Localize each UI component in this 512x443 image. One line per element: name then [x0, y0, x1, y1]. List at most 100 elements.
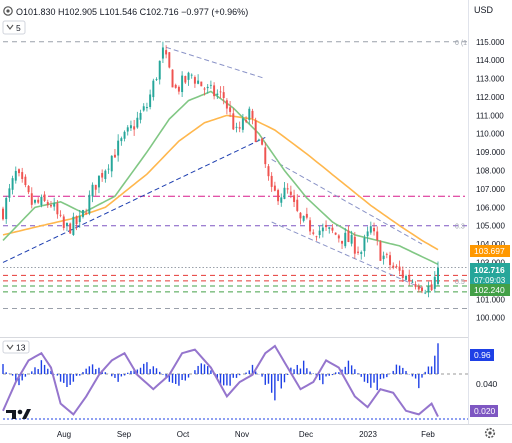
candle-6: [21, 167, 24, 183]
candle-body: [235, 126, 238, 128]
tv-logo-icon: [6, 410, 16, 419]
candle-64: [206, 84, 209, 94]
candle-136: [437, 261, 439, 286]
candle-24: [78, 209, 81, 228]
lower-hist-bar-0: [2, 364, 4, 374]
lower-hist-bar-15: [50, 370, 52, 374]
time-tick-label: Aug: [57, 430, 71, 439]
candle-body: [168, 52, 171, 68]
lower-hist-bar-9: [31, 371, 33, 374]
candle-46: [149, 89, 152, 110]
candle-body: [347, 230, 350, 243]
lower-hist-bar-107: [344, 366, 346, 374]
candle-body: [277, 190, 280, 202]
candle-body: [305, 213, 308, 218]
candle-133: [427, 281, 430, 298]
candle-body: [40, 196, 43, 206]
symbol-legend[interactable]: O101.830 H102.905 L101.546 C102.716 −0.9…: [3, 6, 248, 17]
candle-body: [357, 251, 360, 253]
lower-hist-bar-49: [159, 371, 161, 374]
candle-body: [405, 276, 407, 280]
settings-button[interactable]: [484, 427, 496, 439]
ma-slow-line: [2, 114, 439, 251]
lower-hist-bar-132: [424, 371, 426, 374]
lower-hist-bar-20: [66, 374, 68, 387]
candle-body: [337, 235, 340, 239]
lower-hist-bar-118: [379, 374, 382, 380]
lower-hist-bar-122: [392, 370, 394, 374]
candle-body: [65, 223, 68, 226]
price-tick-label: 110.000: [476, 130, 505, 139]
candle-body: [53, 203, 56, 207]
lower-hist-bar-52: [168, 374, 171, 382]
lower-hist-bar-87: [280, 374, 282, 389]
candle-body: [315, 236, 318, 238]
candle-body: [273, 185, 276, 191]
candle-body: [232, 113, 235, 130]
lower-indicator-count: 13: [16, 343, 26, 353]
candle-body: [75, 216, 78, 225]
ma-slow-tag: 103.697: [470, 245, 510, 257]
candle-97: [312, 229, 315, 236]
lower-hist-bar-46: [149, 369, 151, 374]
lower-hist-bar-35: [114, 374, 116, 378]
candle-body: [113, 154, 116, 158]
candle-body: [149, 94, 152, 108]
indicators-toggle[interactable]: 5: [2, 20, 26, 35]
candle-96: [309, 217, 312, 236]
lower-hist-bar-57: [184, 374, 187, 381]
moving-averages: [2, 90, 439, 266]
lower-hist-bar-90: [290, 367, 292, 374]
lower-hist-bar-58: [187, 374, 190, 378]
candle-128: [411, 279, 414, 283]
candle-body: [341, 240, 344, 244]
candle-body: [8, 188, 11, 198]
lower-hist-bar-48: [155, 368, 158, 374]
gear-icon[interactable]: [484, 427, 496, 439]
lower-indicators-box[interactable]: [2, 340, 30, 354]
candle-71: [229, 101, 232, 117]
lower-indicators-toggle[interactable]: 13: [2, 340, 30, 354]
lower-blue-value: 0.96: [474, 350, 491, 360]
candle-body: [353, 236, 356, 254]
candle-14: [46, 199, 49, 208]
time-tick-label: Sep: [117, 430, 132, 439]
candle-body: [200, 81, 203, 87]
candle-104: [334, 232, 337, 236]
candle-106: [341, 240, 344, 250]
candle-body: [241, 118, 244, 130]
lower-hist-bar-61: [197, 365, 199, 374]
lower-hist-bar-94: [302, 360, 305, 374]
candle-body: [321, 227, 324, 232]
candle-27: [88, 190, 91, 216]
lower-hist-bar-68: [219, 374, 222, 385]
candle-body: [59, 214, 62, 216]
lower-hist-bar-28: [91, 364, 94, 374]
candle-body: [46, 202, 49, 206]
candle-68: [219, 86, 222, 99]
candle-body: [318, 230, 321, 236]
candle-51: [165, 45, 168, 59]
price-tick-label: 105.000: [476, 222, 505, 231]
candle-body: [203, 88, 206, 90]
candle-124: [398, 260, 401, 275]
candle-67: [216, 89, 219, 100]
candle-body: [181, 75, 184, 93]
candle-body: [139, 112, 142, 120]
candle-body: [267, 166, 270, 177]
chevron-down-icon[interactable]: [6, 344, 14, 350]
lower-hist-bar-7: [24, 374, 27, 377]
chevron-down-icon[interactable]: [6, 24, 14, 30]
lower-hist-bar-70: [226, 374, 228, 386]
candle-body: [123, 131, 126, 139]
indicators-toggle-box[interactable]: [2, 20, 26, 35]
trendline-0: [2, 136, 266, 263]
candle-90: [289, 185, 292, 199]
lower-hist-bar-113: [363, 374, 366, 382]
candle-body: [302, 215, 305, 221]
candle-28: [91, 182, 94, 203]
candle-86: [277, 188, 280, 205]
candle-105: [337, 234, 340, 243]
eye-icon[interactable]: [3, 6, 13, 16]
